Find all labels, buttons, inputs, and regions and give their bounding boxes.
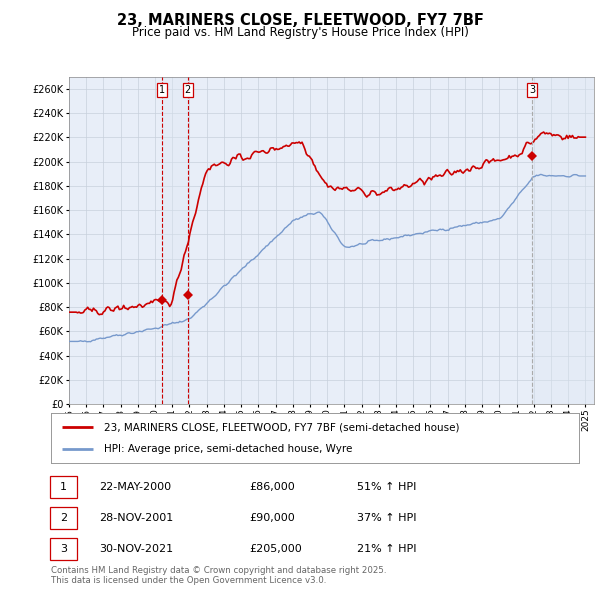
Text: 30-NOV-2021: 30-NOV-2021 xyxy=(99,544,173,553)
Text: 1: 1 xyxy=(60,483,67,492)
Text: £86,000: £86,000 xyxy=(249,483,295,492)
Text: Contains HM Land Registry data © Crown copyright and database right 2025.
This d: Contains HM Land Registry data © Crown c… xyxy=(51,566,386,585)
Text: £205,000: £205,000 xyxy=(249,544,302,553)
Text: 2: 2 xyxy=(185,85,191,95)
Text: 23, MARINERS CLOSE, FLEETWOOD, FY7 7BF: 23, MARINERS CLOSE, FLEETWOOD, FY7 7BF xyxy=(116,13,484,28)
Text: 28-NOV-2001: 28-NOV-2001 xyxy=(99,513,173,523)
Text: £90,000: £90,000 xyxy=(249,513,295,523)
Text: Price paid vs. HM Land Registry's House Price Index (HPI): Price paid vs. HM Land Registry's House … xyxy=(131,26,469,39)
Text: 21% ↑ HPI: 21% ↑ HPI xyxy=(357,544,416,553)
Text: HPI: Average price, semi-detached house, Wyre: HPI: Average price, semi-detached house,… xyxy=(104,444,352,454)
Text: 2: 2 xyxy=(60,513,67,523)
Text: 23, MARINERS CLOSE, FLEETWOOD, FY7 7BF (semi-detached house): 23, MARINERS CLOSE, FLEETWOOD, FY7 7BF (… xyxy=(104,422,460,432)
Text: 3: 3 xyxy=(529,85,535,95)
Text: 51% ↑ HPI: 51% ↑ HPI xyxy=(357,483,416,492)
Text: 3: 3 xyxy=(60,544,67,553)
Text: 1: 1 xyxy=(158,85,164,95)
Text: 37% ↑ HPI: 37% ↑ HPI xyxy=(357,513,416,523)
Text: 22-MAY-2000: 22-MAY-2000 xyxy=(99,483,171,492)
Bar xyxy=(161,77,188,404)
Bar xyxy=(532,77,594,404)
